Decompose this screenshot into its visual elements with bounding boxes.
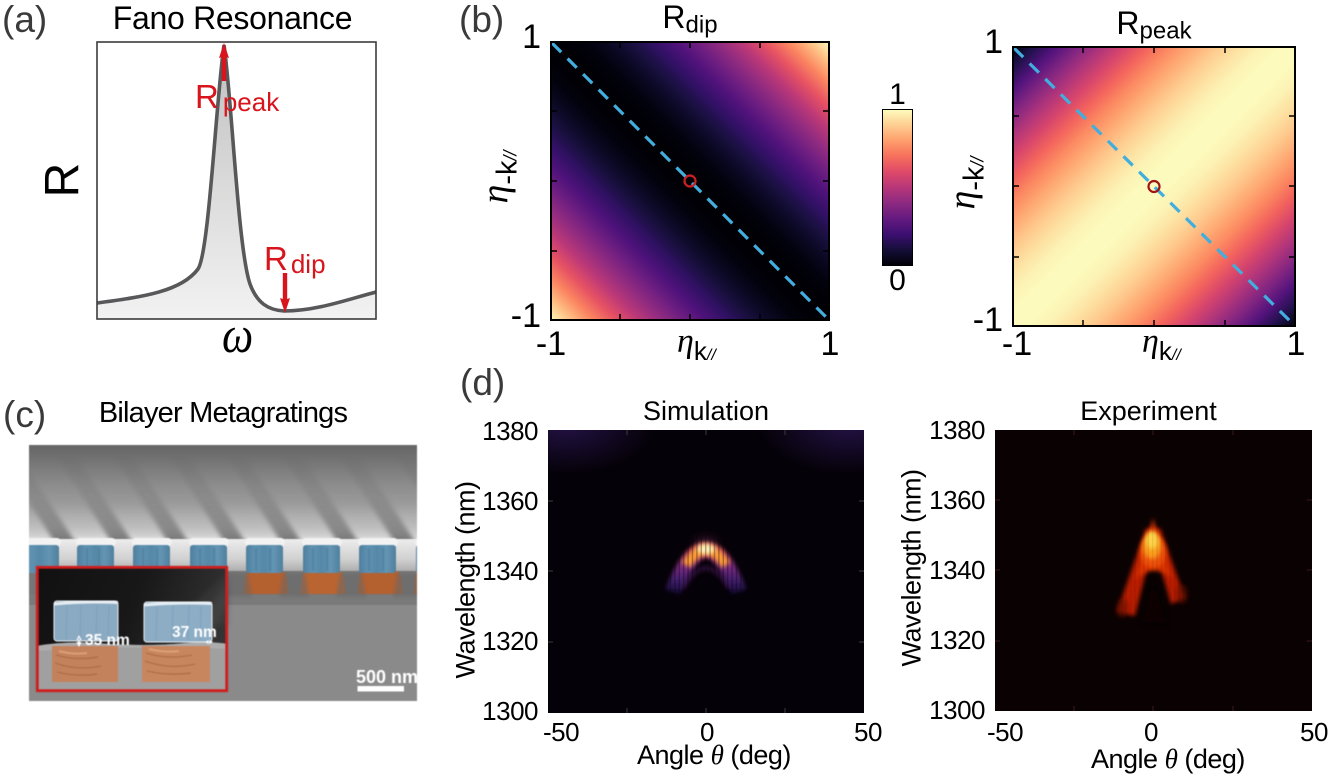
svg-text:35 nm: 35 nm [85,632,130,649]
svg-text:37 nm: 37 nm [172,624,217,641]
svg-text:500 nm: 500 nm [356,667,417,687]
